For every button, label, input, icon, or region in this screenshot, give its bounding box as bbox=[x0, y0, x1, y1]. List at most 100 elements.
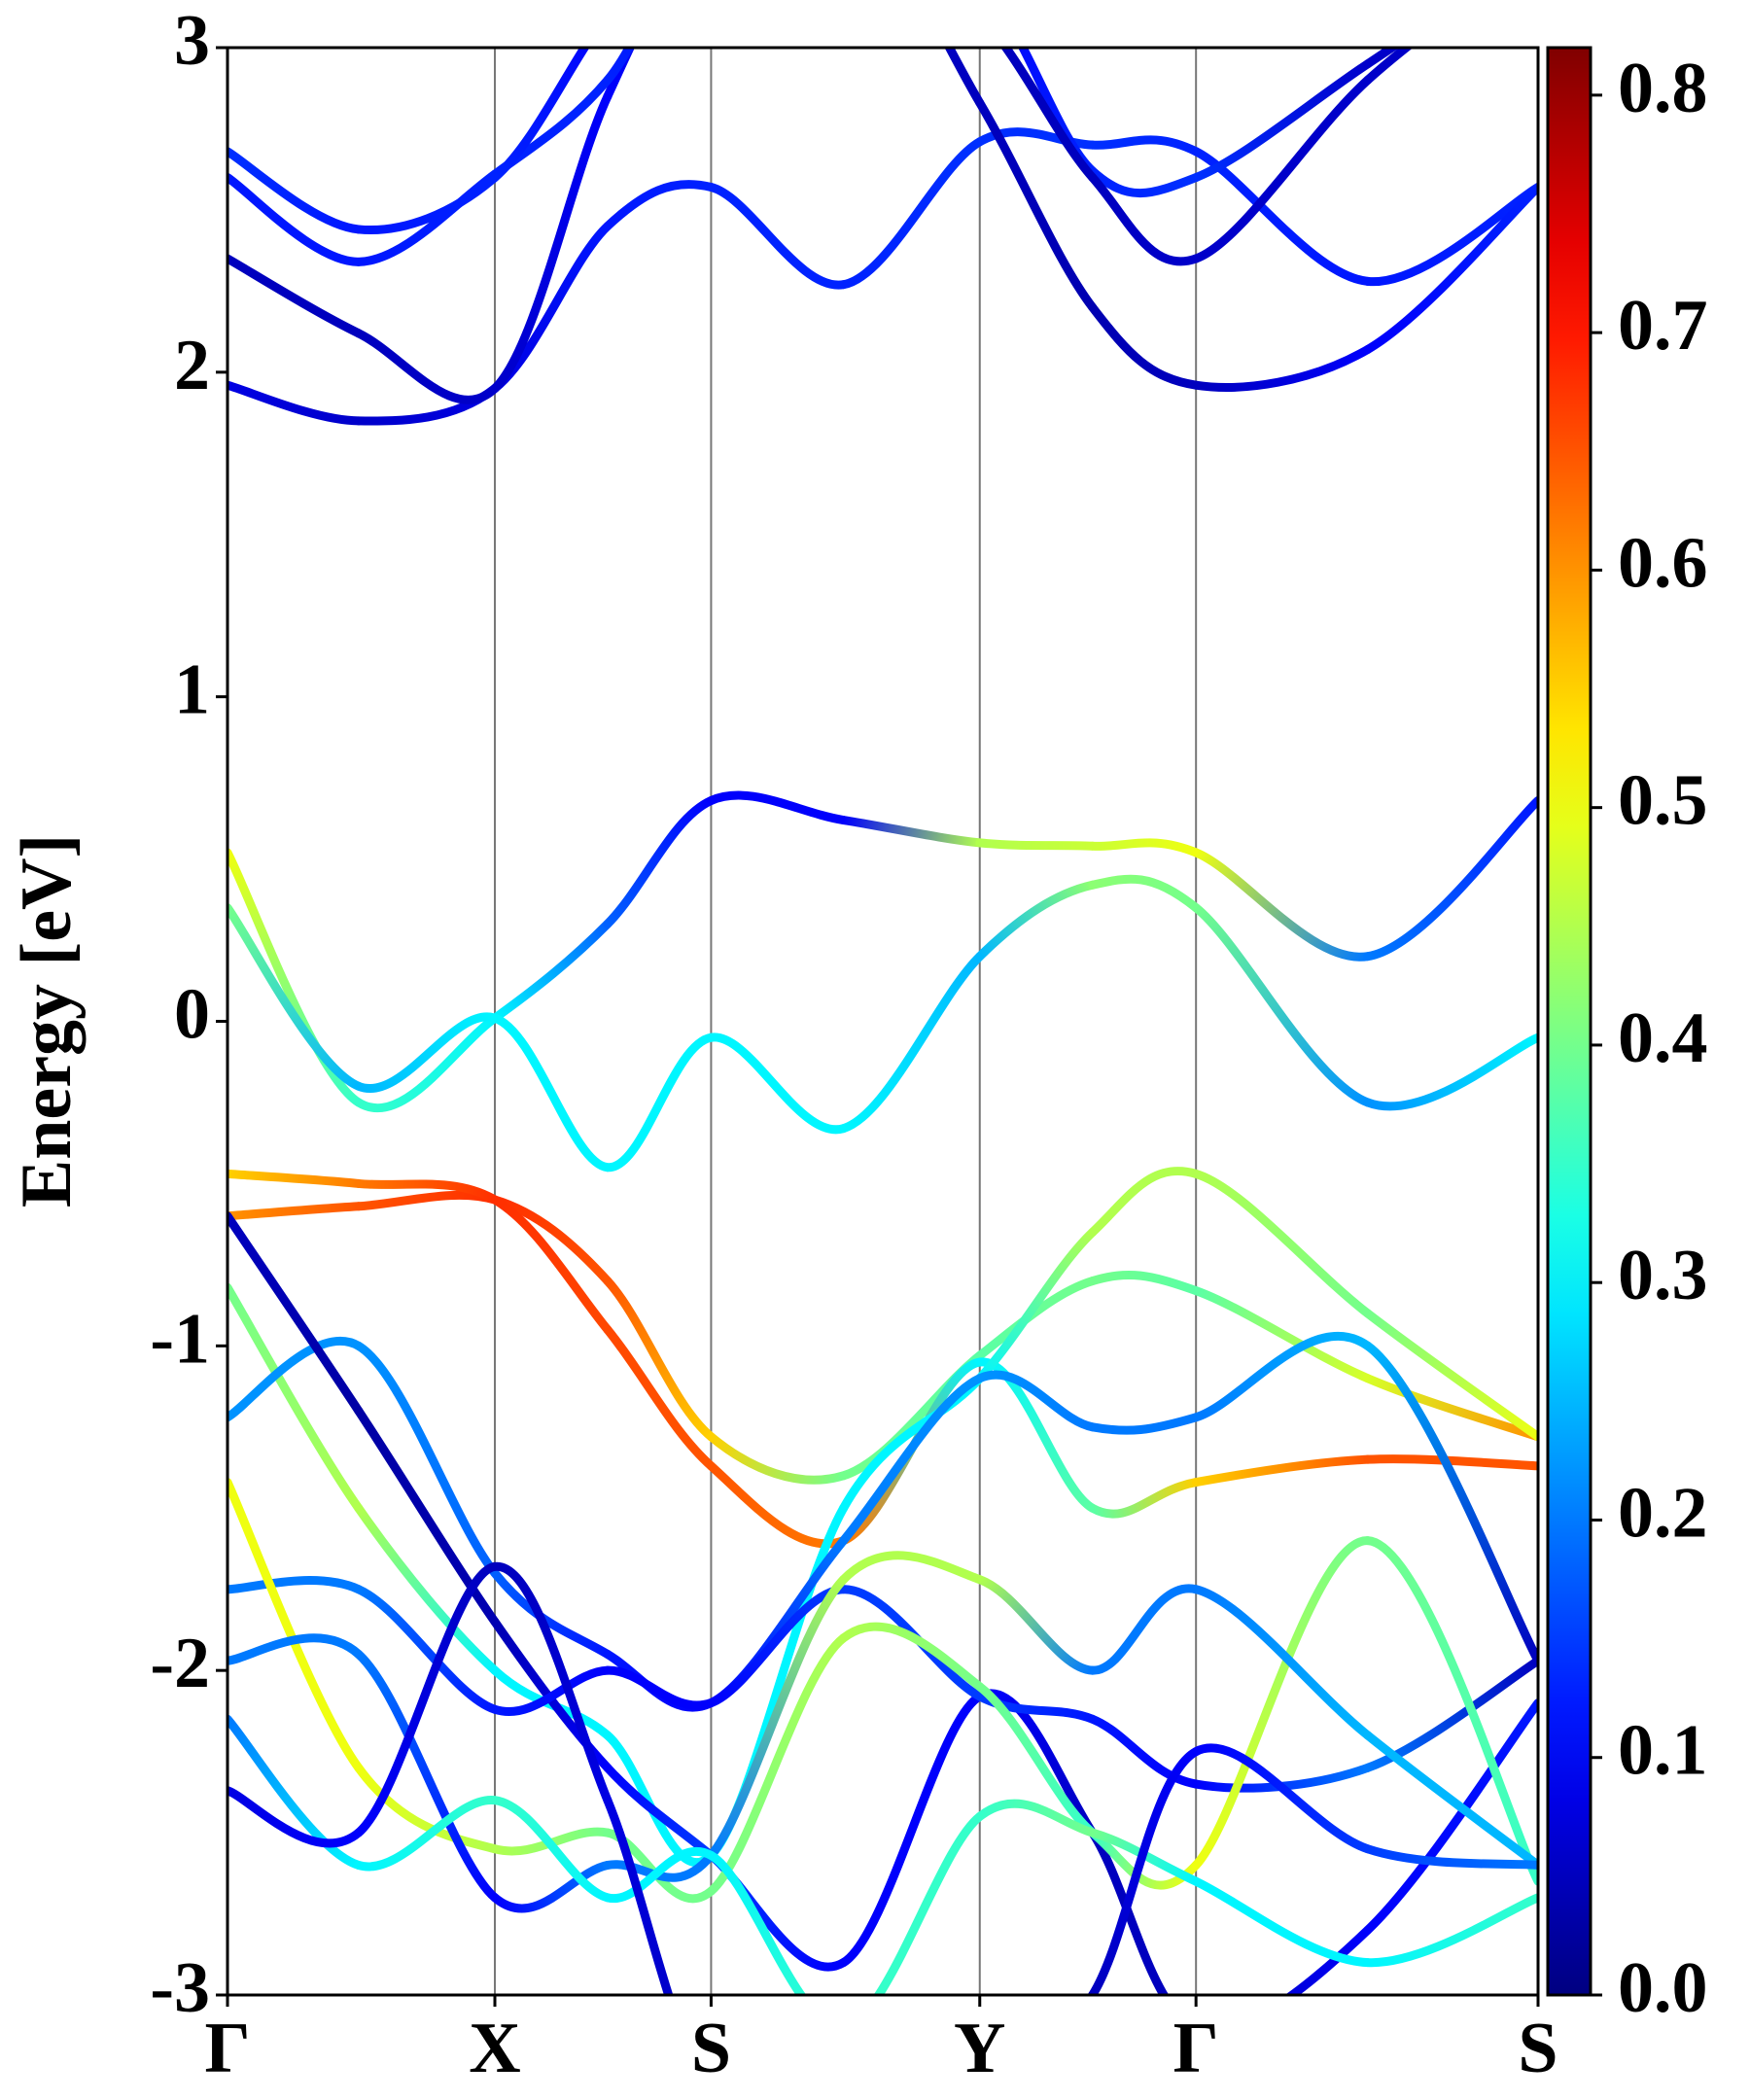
band-segment bbox=[354, 384, 500, 426]
band-segment bbox=[1363, 48, 1414, 85]
band-segment bbox=[354, 1406, 500, 1627]
band-segment bbox=[975, 1799, 1098, 1838]
band-segment bbox=[490, 1561, 612, 1805]
band-segment bbox=[1088, 135, 1201, 157]
colorbar-tick-label: 0.6 bbox=[1618, 523, 1708, 603]
y-tick-label: -3 bbox=[150, 1948, 210, 2028]
band-segment bbox=[1363, 1536, 1538, 1886]
band-segment bbox=[839, 1551, 985, 1585]
band-segment bbox=[228, 1282, 364, 1513]
band-segment bbox=[1363, 1454, 1538, 1471]
band-segment bbox=[1088, 1584, 1201, 1675]
band-segment bbox=[603, 1731, 716, 1868]
band-segment bbox=[844, 0, 980, 16]
band-segment bbox=[490, 1665, 612, 1716]
band-segment bbox=[839, 137, 985, 290]
band-segment bbox=[1191, 903, 1373, 1107]
band-segment bbox=[354, 1012, 500, 1093]
colorbar-tick-label: 0.0 bbox=[1618, 1948, 1708, 2028]
band-segment bbox=[706, 790, 849, 825]
band-segment bbox=[706, 1032, 849, 1135]
band-segment bbox=[354, 1763, 500, 1854]
band-segment bbox=[1088, 1167, 1201, 1237]
band-segment bbox=[1363, 1374, 1538, 1442]
y-tick-label: -2 bbox=[150, 1624, 210, 1703]
x-tick-label: X bbox=[469, 2009, 520, 2088]
band-segment bbox=[228, 1169, 364, 1188]
band-segment bbox=[490, 1013, 612, 1172]
band-segment bbox=[1191, 75, 1373, 263]
band-segment bbox=[1088, 1828, 1170, 1995]
band-segment bbox=[1088, 173, 1201, 266]
band-segment bbox=[706, 1575, 849, 1860]
band-segment bbox=[490, 919, 612, 1023]
band-segment bbox=[839, 952, 985, 1134]
colorbar-tick-label: 0.4 bbox=[1618, 998, 1708, 1078]
x-tick-label: Γ bbox=[1173, 2009, 1219, 2088]
band-segment bbox=[1191, 1454, 1373, 1488]
y-tick-label: -1 bbox=[150, 1299, 210, 1379]
band-segment bbox=[490, 1796, 612, 1903]
band-segment bbox=[603, 1277, 716, 1442]
band-segment bbox=[490, 1860, 612, 1913]
band-segment bbox=[839, 1374, 985, 1546]
band-segment bbox=[354, 1341, 500, 1578]
band-segment bbox=[354, 1585, 500, 1714]
band-segment bbox=[944, 48, 985, 108]
band-segment bbox=[354, 1190, 500, 1211]
band-segment bbox=[839, 1622, 985, 1692]
band-segment bbox=[1018, 48, 1098, 176]
band-segment bbox=[844, 2092, 980, 2099]
band-segment bbox=[603, 1032, 716, 1172]
band-segment bbox=[1363, 1032, 1538, 1111]
band-segment bbox=[354, 329, 500, 404]
band-segment bbox=[1363, 1731, 1538, 1870]
band-segment bbox=[354, 1013, 500, 1113]
band-segment bbox=[228, 1714, 364, 1870]
band-segment bbox=[1088, 1270, 1201, 1296]
band-segment bbox=[228, 254, 364, 338]
band-segment bbox=[354, 1796, 500, 1872]
band-segment bbox=[1000, 48, 1098, 183]
band-segment bbox=[1191, 1743, 1373, 1854]
band-segment bbox=[839, 1692, 985, 1968]
band-segment bbox=[603, 180, 716, 231]
band-segment bbox=[975, 1227, 1098, 1383]
band-segment bbox=[490, 48, 590, 183]
band-segment bbox=[975, 1357, 1098, 1513]
band-segment bbox=[1088, 874, 1201, 913]
x-tick-label: Y bbox=[954, 2009, 1005, 2088]
band-segment bbox=[228, 380, 364, 426]
band-segment bbox=[711, 2092, 843, 2100]
band-segment bbox=[1363, 1309, 1538, 1442]
band-segment bbox=[228, 1576, 364, 1594]
band-segment bbox=[228, 173, 364, 266]
band-segment bbox=[490, 1195, 612, 1335]
band-segment bbox=[228, 1202, 364, 1221]
band-segment bbox=[873, 1811, 985, 1995]
band-segment bbox=[975, 1370, 1098, 1432]
band-segment bbox=[354, 1503, 500, 1675]
band-segment bbox=[603, 1796, 674, 1995]
y-tick-label: 0 bbox=[174, 974, 210, 1054]
band-segment bbox=[603, 1763, 716, 1860]
band-segment bbox=[1191, 344, 1373, 392]
band-segment bbox=[228, 1211, 364, 1416]
band-segment bbox=[603, 1649, 716, 1712]
band-segment bbox=[1088, 302, 1201, 390]
band-segment bbox=[706, 1633, 849, 1896]
x-tick-label: Γ bbox=[204, 2009, 250, 2088]
band-segment bbox=[1363, 183, 1538, 286]
band-segment bbox=[228, 1478, 364, 1772]
y-tick-label: 1 bbox=[174, 650, 210, 730]
band-segment bbox=[1363, 183, 1538, 354]
band-segment bbox=[1191, 1169, 1373, 1318]
band-segment bbox=[706, 1432, 849, 1485]
band-segment bbox=[1284, 1925, 1373, 1995]
colorbar-tick-label: 0.5 bbox=[1618, 761, 1708, 841]
band-segment bbox=[603, 48, 635, 85]
band-segment bbox=[608, 0, 711, 16]
band-segment bbox=[228, 903, 364, 1091]
bands bbox=[228, 0, 1538, 2100]
band-segment bbox=[839, 816, 985, 848]
